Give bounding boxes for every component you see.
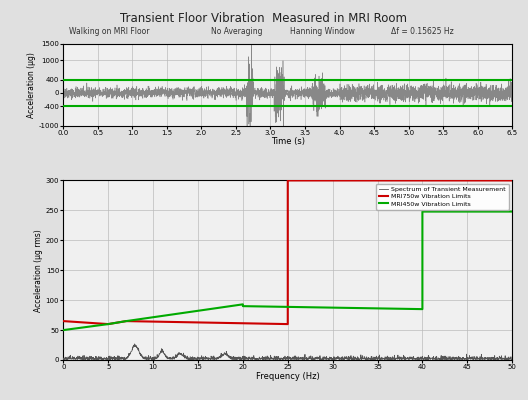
MRI450w Vibration Limits <box>419 307 426 312</box>
X-axis label: Frequency (Hz): Frequency (Hz) <box>256 372 319 380</box>
MRI450w Vibration Limits <box>419 209 426 214</box>
Text: No Averaging: No Averaging <box>211 27 263 36</box>
MRI450w Vibration Limits <box>105 322 111 326</box>
Line: MRI450w Vibration Limits: MRI450w Vibration Limits <box>63 212 512 330</box>
MRI450w Vibration Limits <box>123 319 129 324</box>
MRI750w Vibration Limits <box>509 178 515 183</box>
Text: Walking on MRI Floor: Walking on MRI Floor <box>69 27 149 36</box>
MRI450w Vibration Limits <box>240 302 246 307</box>
Spectrum of Transient Measurement <box>496 355 503 360</box>
MRI450w Vibration Limits <box>509 209 515 214</box>
Text: Hanning Window: Hanning Window <box>290 27 355 36</box>
Legend: Spectrum of Transient Measurement, MRI750w Vibration Limits, MRI450w Vibration L: Spectrum of Transient Measurement, MRI75… <box>375 184 509 210</box>
MRI750w Vibration Limits <box>285 322 291 326</box>
Spectrum of Transient Measurement <box>496 354 503 359</box>
Spectrum of Transient Measurement <box>279 356 285 361</box>
Text: Transient Floor Vibration  Measured in MRI Room: Transient Floor Vibration Measured in MR… <box>120 12 408 25</box>
Spectrum of Transient Measurement <box>95 357 101 362</box>
MRI750w Vibration Limits <box>285 178 291 183</box>
Spectrum of Transient Measurement <box>267 356 274 361</box>
Text: Δf = 0.15625 Hz: Δf = 0.15625 Hz <box>391 27 454 36</box>
Spectrum of Transient Measurement <box>60 356 67 361</box>
Line: Spectrum of Transient Measurement: Spectrum of Transient Measurement <box>63 344 512 360</box>
Line: MRI750w Vibration Limits: MRI750w Vibration Limits <box>63 180 512 324</box>
Y-axis label: Acceleration (μg rms): Acceleration (μg rms) <box>34 229 43 312</box>
Spectrum of Transient Measurement <box>509 357 515 362</box>
MRI750w Vibration Limits <box>60 319 67 324</box>
Spectrum of Transient Measurement <box>131 342 138 346</box>
Spectrum of Transient Measurement <box>83 354 89 359</box>
MRI750w Vibration Limits <box>123 319 129 324</box>
MRI450w Vibration Limits <box>240 304 246 308</box>
Y-axis label: Acceleration (μg): Acceleration (μg) <box>27 52 36 118</box>
MRI450w Vibration Limits <box>60 328 67 332</box>
Spectrum of Transient Measurement <box>414 357 420 362</box>
X-axis label: Time (s): Time (s) <box>271 137 305 146</box>
MRI750w Vibration Limits <box>105 322 111 326</box>
